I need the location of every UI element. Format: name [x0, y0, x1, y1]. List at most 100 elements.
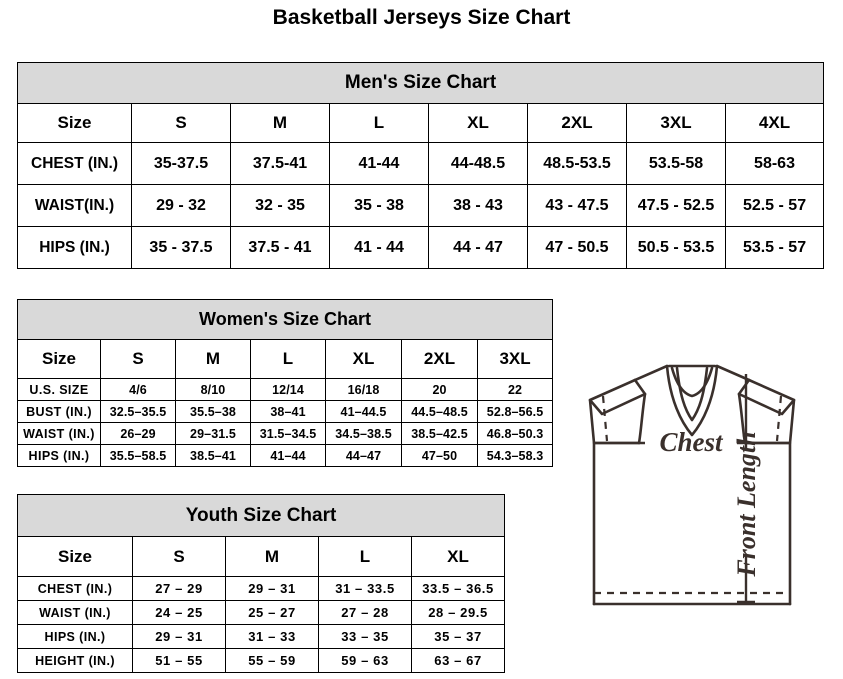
womens-col-head-s: S — [100, 339, 176, 379]
mens-waist-l: 35 - 38 — [329, 184, 429, 227]
youth-waist-l: 27 – 28 — [318, 600, 412, 625]
mens-col-head-l: L — [329, 103, 429, 143]
mens-row-label-chest: CHEST (IN.) — [17, 142, 132, 185]
youth-waist-s: 24 – 25 — [132, 600, 226, 625]
youth-col-head-m: M — [225, 536, 319, 577]
table-row: HIPS (IN.) 35 - 37.5 37.5 - 41 41 - 44 4… — [17, 226, 825, 269]
youth-hips-m: 31 – 33 — [225, 624, 319, 649]
mens-col-head-xl: XL — [428, 103, 528, 143]
mens-chest-m: 37.5-41 — [230, 142, 330, 185]
youth-chest-m: 29 – 31 — [225, 576, 319, 601]
mens-row-label-waist: WAIST(IN.) — [17, 184, 132, 227]
left-cuff-stitch — [601, 395, 609, 442]
youth-hips-l: 33 – 35 — [318, 624, 412, 649]
youth-hips-xl: 35 – 37 — [410, 624, 506, 649]
jersey-measurement-diagram: Chest Front Length — [541, 352, 843, 652]
youth-row-label-waist: WAIST (IN.) — [17, 600, 133, 625]
youth-waist-m: 25 – 27 — [225, 600, 319, 625]
table-row: HIPS (IN.) 35.5–58.5 38.5–41 41–44 44–47… — [17, 444, 554, 467]
youth-chart-header-row: Size S M L XL — [17, 536, 506, 577]
mens-chart-band-row: Men's Size Chart — [16, 62, 825, 104]
womens-ussize-2xl: 20 — [401, 378, 478, 401]
mens-chest-4xl: 58-63 — [724, 142, 825, 185]
mens-chest-s: 35-37.5 — [131, 142, 231, 185]
womens-hips-s: 35.5–58.5 — [100, 444, 176, 467]
youth-height-m: 55 – 59 — [225, 648, 319, 673]
table-row: HIPS (IN.) 29 – 31 31 – 33 33 – 35 35 – … — [17, 624, 506, 649]
mens-hips-s: 35 - 37.5 — [131, 226, 231, 269]
womens-waist-m: 29–31.5 — [175, 422, 251, 445]
mens-hips-m: 37.5 - 41 — [230, 226, 330, 269]
mens-col-head-size: Size — [17, 103, 132, 143]
mens-chest-3xl: 53.5-58 — [626, 142, 726, 185]
mens-col-head-4xl: 4XL — [724, 103, 825, 143]
mens-hips-4xl: 53.5 - 57 — [724, 226, 825, 269]
table-row: U.S. SIZE 4/6 8/10 12/14 16/18 20 22 — [17, 378, 554, 401]
table-row: BUST (IN.) 32.5–35.5 35.5–38 38–41 41–44… — [17, 400, 554, 423]
youth-row-label-hips: HIPS (IN.) — [17, 624, 133, 649]
youth-size-chart-table: Youth Size Chart Size S M L XL CHEST (IN… — [16, 494, 506, 673]
womens-bust-s: 32.5–35.5 — [100, 400, 176, 423]
mens-col-head-3xl: 3XL — [626, 103, 726, 143]
youth-row-label-height: HEIGHT (IN.) — [17, 648, 133, 673]
youth-height-xl: 63 – 67 — [410, 648, 506, 673]
jersey-outline — [588, 364, 796, 606]
womens-ussize-m: 8/10 — [175, 378, 251, 401]
mens-size-chart-table: Men's Size Chart Size S M L XL 2XL 3XL 4… — [16, 62, 825, 269]
mens-waist-m: 32 - 35 — [230, 184, 330, 227]
womens-bust-3xl: 52.8–56.5 — [476, 400, 554, 423]
womens-bust-2xl: 44.5–48.5 — [401, 400, 478, 423]
youth-chest-l: 31 – 33.5 — [318, 576, 412, 601]
mens-row-label-hips: HIPS (IN.) — [17, 226, 132, 269]
womens-ussize-xl: 16/18 — [325, 378, 402, 401]
womens-row-label-us-size: U.S. SIZE — [17, 378, 101, 401]
table-row: WAIST (IN.) 26–29 29–31.5 31.5–34.5 34.5… — [17, 422, 554, 445]
youth-waist-xl: 28 – 29.5 — [410, 600, 506, 625]
right-cuff-stitch — [775, 395, 783, 442]
womens-col-head-3xl: 3XL — [476, 339, 554, 379]
right-shoulder-line — [715, 364, 751, 382]
womens-row-label-bust: BUST (IN.) — [17, 400, 101, 423]
mens-col-head-m: M — [230, 103, 330, 143]
page-title: Basketball Jerseys Size Chart — [272, 6, 571, 29]
youth-row-label-chest: CHEST (IN.) — [17, 576, 133, 601]
womens-waist-xl: 34.5–38.5 — [325, 422, 402, 445]
youth-chart-band-row: Youth Size Chart — [16, 494, 506, 537]
v-neck-outer — [665, 364, 719, 437]
mens-chart-band-title: Men's Size Chart — [16, 62, 825, 104]
youth-col-head-l: L — [318, 536, 412, 577]
mens-hips-3xl: 50.5 - 53.5 — [626, 226, 726, 269]
womens-chart-header-row: Size S M L XL 2XL 3XL — [17, 339, 554, 379]
mens-waist-3xl: 47.5 - 52.5 — [626, 184, 726, 227]
left-armhole-seam — [637, 392, 647, 445]
youth-chest-s: 27 – 29 — [132, 576, 226, 601]
mens-chest-2xl: 48.5-53.5 — [527, 142, 627, 185]
womens-col-head-size: Size — [17, 339, 101, 379]
womens-hips-m: 38.5–41 — [175, 444, 251, 467]
left-sleeve-lower — [588, 398, 641, 445]
left-sleeve-shape — [588, 378, 647, 416]
womens-waist-2xl: 38.5–42.5 — [401, 422, 478, 445]
v-neck-inner — [675, 366, 709, 422]
mens-hips-2xl: 47 - 50.5 — [527, 226, 627, 269]
womens-col-head-m: M — [175, 339, 251, 379]
left-shoulder-line — [633, 364, 669, 382]
womens-row-label-hips: HIPS (IN.) — [17, 444, 101, 467]
womens-ussize-s: 4/6 — [100, 378, 176, 401]
youth-chart-band-title: Youth Size Chart — [16, 494, 506, 537]
collar-band-curve — [670, 366, 714, 398]
mens-waist-4xl: 52.5 - 57 — [724, 184, 825, 227]
table-row: CHEST (IN.) 27 – 29 29 – 31 31 – 33.5 33… — [17, 576, 506, 601]
womens-bust-l: 38–41 — [250, 400, 326, 423]
womens-ussize-l: 12/14 — [250, 378, 326, 401]
mens-chest-l: 41-44 — [329, 142, 429, 185]
womens-col-head-xl: XL — [325, 339, 402, 379]
mens-chart-header-row: Size S M L XL 2XL 3XL 4XL — [17, 103, 825, 143]
mens-chest-xl: 44-48.5 — [428, 142, 528, 185]
youth-col-head-xl: XL — [410, 536, 506, 577]
right-armhole-seam — [737, 392, 747, 445]
chest-label: Chest — [659, 427, 724, 457]
womens-waist-l: 31.5–34.5 — [250, 422, 326, 445]
mens-hips-l: 41 - 44 — [329, 226, 429, 269]
womens-col-head-l: L — [250, 339, 326, 379]
